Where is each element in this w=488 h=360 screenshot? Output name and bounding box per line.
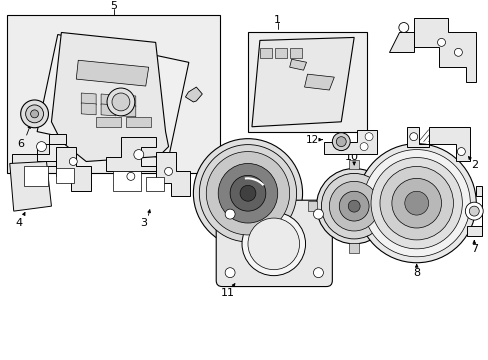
Text: 11: 11 <box>221 288 235 297</box>
Text: 3: 3 <box>140 218 147 228</box>
Circle shape <box>321 174 386 239</box>
Bar <box>23 166 48 186</box>
Polygon shape <box>51 32 168 162</box>
Circle shape <box>356 144 475 263</box>
Bar <box>307 201 317 211</box>
Text: 7: 7 <box>470 244 477 254</box>
Circle shape <box>224 268 235 278</box>
Circle shape <box>329 181 378 231</box>
Circle shape <box>313 209 323 219</box>
Circle shape <box>391 178 441 228</box>
Circle shape <box>37 141 46 152</box>
Circle shape <box>437 39 445 46</box>
Circle shape <box>365 133 372 141</box>
Bar <box>113 171 141 191</box>
Circle shape <box>465 202 482 220</box>
Circle shape <box>218 163 277 223</box>
Text: 1: 1 <box>274 14 281 24</box>
Circle shape <box>230 175 265 211</box>
Circle shape <box>370 158 462 249</box>
Circle shape <box>379 166 452 240</box>
Circle shape <box>359 143 367 150</box>
Circle shape <box>112 93 130 111</box>
Bar <box>259 48 271 58</box>
Circle shape <box>199 145 296 242</box>
Text: 10: 10 <box>345 152 359 162</box>
Polygon shape <box>251 37 353 127</box>
Polygon shape <box>121 95 136 107</box>
Polygon shape <box>289 59 306 70</box>
Bar <box>390 201 400 211</box>
Polygon shape <box>406 127 469 162</box>
Polygon shape <box>467 186 481 236</box>
Circle shape <box>242 212 305 276</box>
Polygon shape <box>185 87 202 102</box>
Bar <box>7 15 220 174</box>
Circle shape <box>126 172 135 180</box>
Bar <box>348 159 358 170</box>
Polygon shape <box>12 134 91 191</box>
Text: 12: 12 <box>305 135 319 145</box>
Circle shape <box>456 148 465 156</box>
Polygon shape <box>76 60 148 86</box>
Circle shape <box>224 209 235 219</box>
Text: 5: 5 <box>110 1 117 11</box>
Text: 9: 9 <box>246 253 253 263</box>
FancyBboxPatch shape <box>216 200 332 287</box>
Polygon shape <box>304 74 334 90</box>
Circle shape <box>409 133 417 141</box>
Circle shape <box>240 185 255 201</box>
Text: 6: 6 <box>17 139 24 149</box>
Circle shape <box>206 152 289 235</box>
Circle shape <box>313 268 323 278</box>
Circle shape <box>20 100 48 128</box>
Polygon shape <box>37 35 188 159</box>
Circle shape <box>193 139 302 248</box>
Circle shape <box>398 23 408 32</box>
Circle shape <box>453 48 462 56</box>
Circle shape <box>347 200 359 212</box>
Circle shape <box>339 191 368 221</box>
Circle shape <box>107 88 135 116</box>
Circle shape <box>69 158 77 166</box>
Bar <box>289 48 301 58</box>
Circle shape <box>247 218 299 270</box>
Circle shape <box>31 110 39 118</box>
Bar <box>274 48 286 58</box>
Circle shape <box>336 137 346 147</box>
Polygon shape <box>81 103 96 115</box>
Circle shape <box>134 150 143 159</box>
Bar <box>348 243 358 253</box>
Bar <box>247 32 366 132</box>
Polygon shape <box>96 117 121 127</box>
Circle shape <box>363 150 469 257</box>
Bar <box>56 168 74 183</box>
Polygon shape <box>10 162 51 211</box>
Polygon shape <box>125 117 150 127</box>
Circle shape <box>468 206 478 216</box>
Text: 2: 2 <box>470 161 477 171</box>
Polygon shape <box>101 94 116 106</box>
Polygon shape <box>121 105 136 117</box>
Text: 8: 8 <box>412 267 419 278</box>
Circle shape <box>25 105 43 123</box>
Text: 4: 4 <box>15 218 22 228</box>
Polygon shape <box>388 18 475 82</box>
Polygon shape <box>81 93 96 105</box>
Bar <box>145 177 163 191</box>
Circle shape <box>164 167 172 175</box>
Circle shape <box>404 191 428 215</box>
Circle shape <box>316 168 391 244</box>
Circle shape <box>332 133 349 150</box>
Polygon shape <box>106 137 190 196</box>
Polygon shape <box>101 104 116 116</box>
Polygon shape <box>324 130 376 154</box>
